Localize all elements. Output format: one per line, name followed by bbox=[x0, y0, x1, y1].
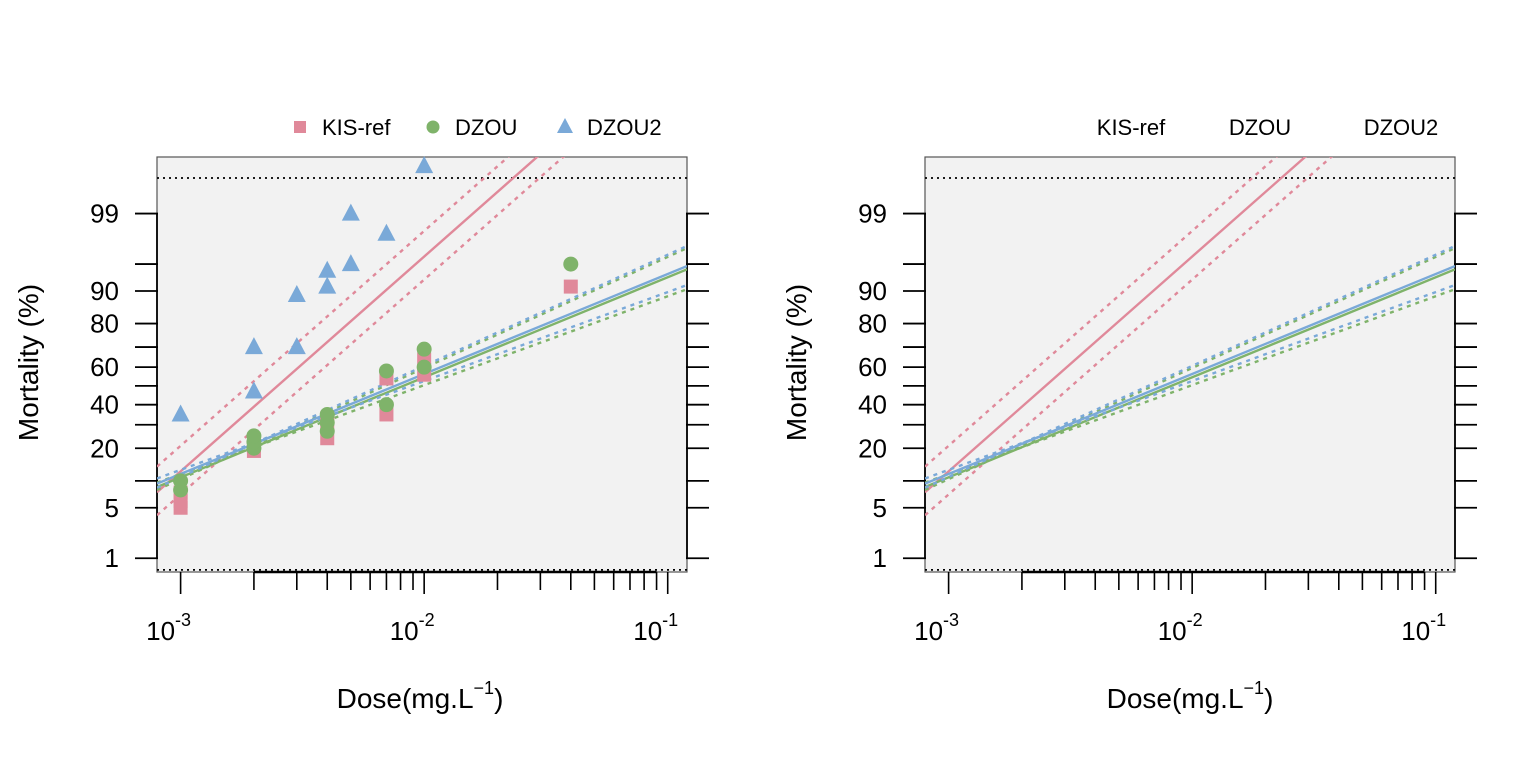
fit-line-kis-ref bbox=[925, 157, 1307, 494]
x-tick-label: 10-1 bbox=[633, 610, 678, 646]
y-tick-label: 80 bbox=[90, 309, 119, 339]
legend-label: DZOU bbox=[455, 115, 517, 140]
y-tick-label: 20 bbox=[858, 433, 887, 463]
y-tick-label: 1 bbox=[105, 543, 119, 573]
point-dzou bbox=[319, 406, 335, 422]
y-axis-title: Mortality (%) bbox=[781, 284, 812, 441]
x-tick-label: 10-2 bbox=[1158, 610, 1203, 646]
y-tick-label: 99 bbox=[90, 199, 119, 229]
point-dzou2 bbox=[341, 203, 360, 221]
point-dzou bbox=[173, 473, 189, 489]
legend-label: DZOU bbox=[1229, 115, 1291, 140]
legend-square-icon bbox=[294, 121, 306, 133]
x-tick-label: 10-3 bbox=[146, 610, 191, 646]
x-tick-label: 10-2 bbox=[390, 610, 435, 646]
point-dzou bbox=[246, 428, 262, 444]
point-dzou2 bbox=[341, 254, 360, 272]
point-dzou bbox=[416, 359, 432, 375]
legend-label: KIS-ref bbox=[322, 115, 391, 140]
data-points bbox=[171, 156, 579, 515]
legend-triangle-icon bbox=[557, 118, 573, 133]
y-tick-label: 80 bbox=[858, 309, 887, 339]
point-dzou2 bbox=[244, 381, 263, 399]
x-axis: 10-3 10-2 10-1 bbox=[146, 570, 678, 646]
ci-low-line-kis-ref bbox=[925, 157, 1333, 517]
ci-high-line-kis-ref bbox=[157, 157, 510, 468]
y-tick-label: 5 bbox=[105, 493, 119, 523]
x-axis-title: Dose(mg.L−1) bbox=[337, 678, 504, 714]
point-dzou2 bbox=[377, 223, 396, 241]
legend: KIS-ref DZOU DZOU2 bbox=[1097, 115, 1439, 140]
ci-low-line-dzou2 bbox=[925, 283, 1455, 480]
point-dzou2 bbox=[318, 260, 337, 278]
point-dzou bbox=[378, 397, 394, 413]
legend-circle-icon bbox=[426, 120, 440, 134]
point-dzou2 bbox=[287, 337, 306, 355]
legend-label: DZOU2 bbox=[1364, 115, 1439, 140]
ci-high-line-kis-ref bbox=[925, 157, 1278, 468]
point-dzou2 bbox=[287, 285, 306, 303]
ci-low-line-dzou2 bbox=[157, 283, 687, 480]
y-tick-label: 40 bbox=[858, 390, 887, 420]
y-tick-label: 60 bbox=[858, 352, 887, 382]
ci-low-line-kis-ref bbox=[157, 157, 565, 517]
legend: KIS-ref DZOU DZOU2 bbox=[294, 115, 662, 140]
y-tick-label: 90 bbox=[858, 276, 887, 306]
ci-low-line-dzou bbox=[157, 288, 687, 484]
y-tick-label: 99 bbox=[858, 199, 887, 229]
point-dzou bbox=[416, 341, 432, 357]
point-dzou2 bbox=[171, 404, 190, 422]
y-tick-label: 20 bbox=[90, 433, 119, 463]
y-tick-label: 1 bbox=[873, 543, 887, 573]
point-dzou2 bbox=[244, 337, 263, 355]
point-dzou2 bbox=[415, 156, 434, 174]
x-tick-label: 10-1 bbox=[1401, 610, 1446, 646]
y-tick-label: 60 bbox=[90, 352, 119, 382]
x-tick-label: 10-3 bbox=[914, 610, 959, 646]
fit-lines bbox=[925, 157, 1455, 517]
ci-low-line-dzou bbox=[925, 288, 1455, 484]
y-tick-label: 90 bbox=[90, 276, 119, 306]
plot-area bbox=[924, 156, 1456, 573]
point-kis-ref bbox=[563, 279, 578, 294]
y-tick-label: 5 bbox=[873, 493, 887, 523]
legend-label: DZOU2 bbox=[587, 115, 662, 140]
legend-label: KIS-ref bbox=[1097, 115, 1166, 140]
fit-line-kis-ref bbox=[157, 157, 539, 494]
ci-high-line-dzou2 bbox=[925, 244, 1455, 489]
y-tick-label: 40 bbox=[90, 390, 119, 420]
point-dzou2 bbox=[318, 276, 337, 294]
ci-high-line-dzou bbox=[925, 247, 1455, 491]
x-axis: 10-3 10-2 10-1 bbox=[914, 570, 1446, 646]
point-dzou bbox=[563, 256, 579, 272]
x-axis-title: Dose(mg.L−1) bbox=[1107, 678, 1274, 714]
y-axis-title: Mortality (%) bbox=[13, 284, 44, 441]
point-dzou bbox=[378, 363, 394, 379]
